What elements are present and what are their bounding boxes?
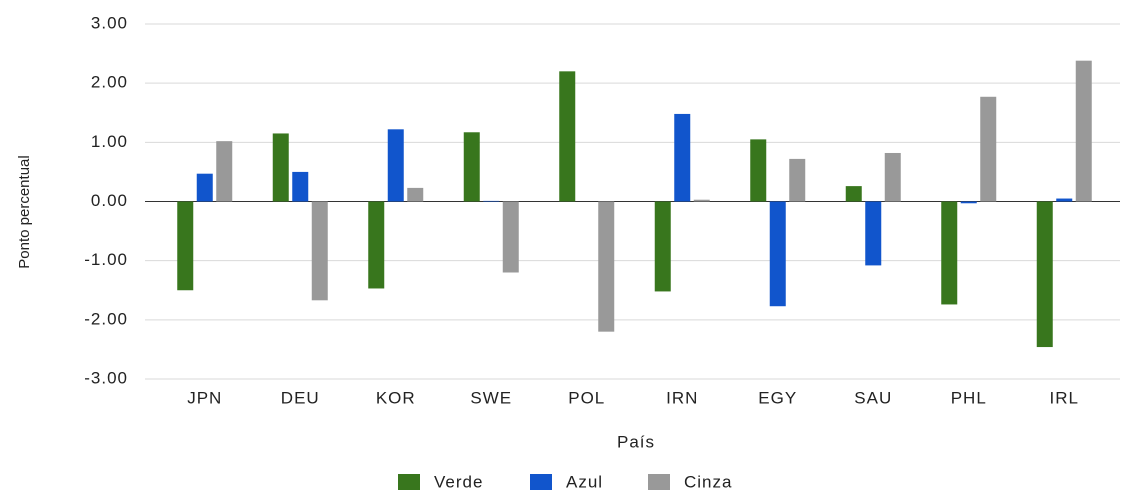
bar <box>502 201 519 273</box>
bar <box>693 199 710 202</box>
legend-label: Verde <box>434 472 483 491</box>
x-tick-label: PHL <box>951 388 987 407</box>
legend-swatch <box>398 474 420 490</box>
legend-label: Azul <box>566 472 603 491</box>
bar <box>845 186 862 202</box>
y-axis-title: Ponto percentual <box>16 155 33 268</box>
bar <box>196 173 213 202</box>
x-tick-label: SAU <box>854 388 892 407</box>
bar <box>1075 60 1092 202</box>
x-tick-label: DEU <box>281 388 320 407</box>
x-tick-label: EGY <box>758 388 797 407</box>
y-tick-label: 2.00 <box>91 73 128 92</box>
y-tick-label: -2.00 <box>84 309 128 328</box>
bar <box>750 139 767 202</box>
bar <box>272 133 289 202</box>
bar <box>654 201 671 292</box>
bar <box>980 96 997 202</box>
x-tick-label: JPN <box>187 388 222 407</box>
x-tick-label: SWE <box>470 388 512 407</box>
bar <box>559 71 576 202</box>
bar <box>483 200 500 202</box>
legend-swatch <box>648 474 670 490</box>
bar <box>368 201 385 289</box>
bar <box>941 201 958 305</box>
x-tick-label: KOR <box>376 388 416 407</box>
bar <box>789 158 806 202</box>
bar <box>387 129 404 202</box>
bar <box>311 201 328 301</box>
bar <box>598 201 615 332</box>
x-tick-label: POL <box>568 388 605 407</box>
bar <box>674 113 691 202</box>
bar <box>865 201 882 266</box>
bar <box>884 152 901 202</box>
y-tick-label: 3.00 <box>91 13 128 32</box>
y-tick-label: 0.00 <box>91 191 128 210</box>
x-axis-title: País <box>617 432 655 451</box>
legend-label: Cinza <box>684 472 732 491</box>
y-tick-label: 1.00 <box>91 132 128 151</box>
x-tick-label: IRL <box>1050 388 1079 407</box>
bar <box>177 201 194 291</box>
x-tick-label: IRN <box>666 388 698 407</box>
bar <box>960 201 977 204</box>
bar <box>769 201 786 307</box>
bar <box>1056 198 1073 202</box>
y-tick-label: -3.00 <box>84 368 128 387</box>
legend-swatch <box>530 474 552 490</box>
bar <box>407 187 424 202</box>
bar <box>463 132 480 202</box>
bar <box>216 141 233 202</box>
y-tick-label: -1.00 <box>84 250 128 269</box>
bar <box>1036 201 1053 348</box>
bar <box>292 171 309 202</box>
